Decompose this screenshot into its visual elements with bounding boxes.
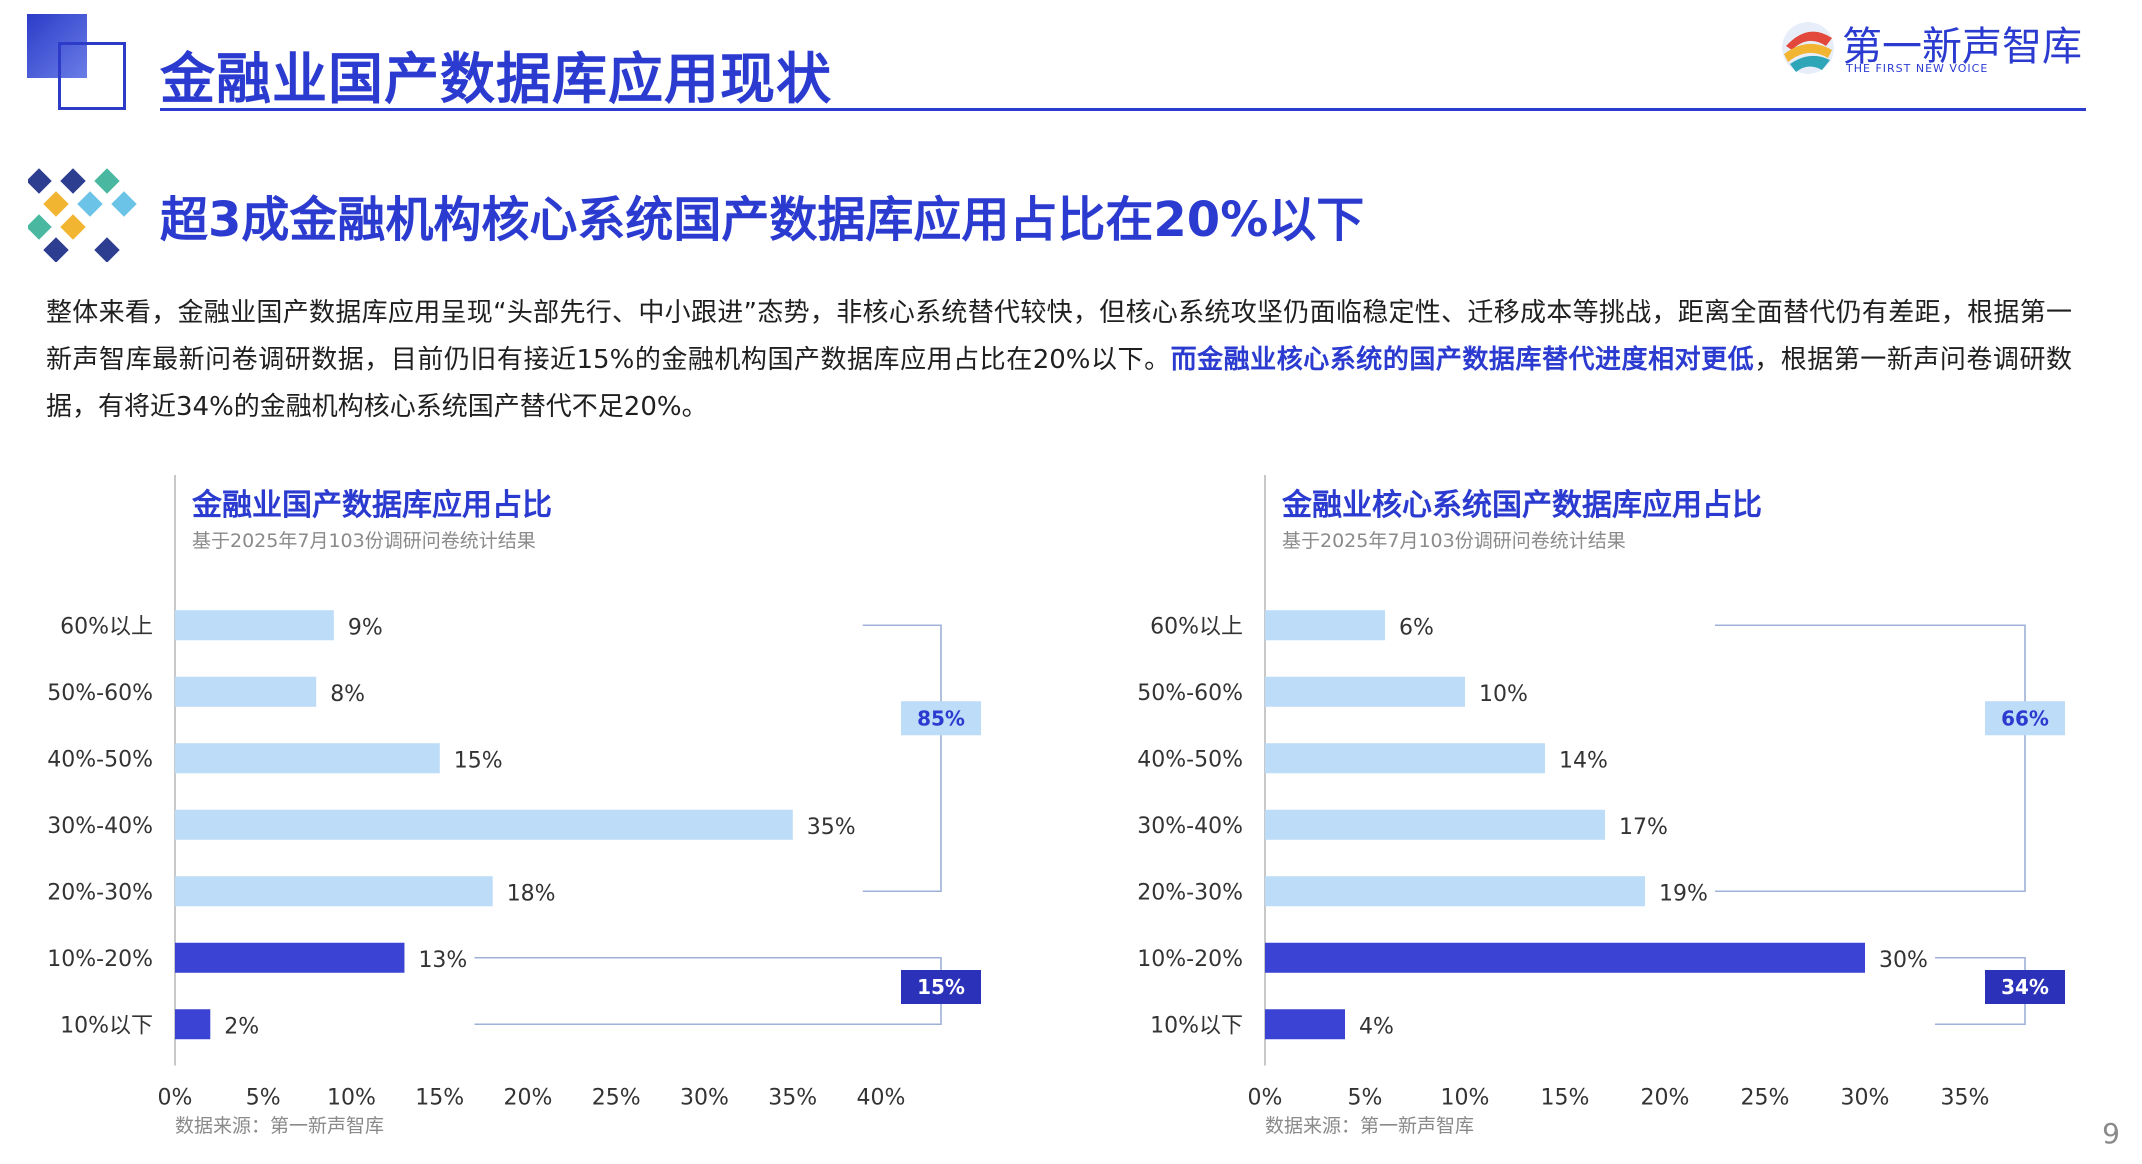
chart-0-value-label: 13% <box>418 948 467 973</box>
chart-1-tick-label: 25% <box>1741 1086 1790 1111</box>
chart-1-value-label: 4% <box>1359 1014 1394 1039</box>
summary-text-end: ，根据第一新声问卷调研数据，有将近34%的金融机构核心系统国产替代不足20%。 <box>46 345 2072 422</box>
page-number: 9 <box>2102 1117 2120 1150</box>
chart-0-value-label: 8% <box>330 682 365 707</box>
chart-1-category-label: 40%-50% <box>1137 747 1243 772</box>
title-underline <box>160 108 2086 111</box>
chart-1-tick-label: 0% <box>1248 1086 1283 1111</box>
chart-1-tick-label: 35% <box>1941 1086 1990 1111</box>
chart-1-value-label: 10% <box>1479 682 1528 707</box>
chart-0-category-label: 40%-50% <box>47 747 153 772</box>
chart-0-tick-label: 40% <box>857 1086 906 1111</box>
brand-name: 第一新声智库 <box>1842 24 2082 70</box>
chart-0-group-total-box <box>901 701 981 736</box>
chart-1-bar <box>1265 876 1645 907</box>
chart-0-bar <box>175 676 317 707</box>
chart-0-value-label: 18% <box>507 881 556 906</box>
chart-1-bar <box>1265 942 1865 973</box>
chart-0-bar <box>175 942 405 973</box>
chart-1-bar <box>1265 1009 1345 1040</box>
chart-0-bar <box>175 610 334 641</box>
chart-0-bar <box>175 743 440 774</box>
chart-0-group-total-label: 15% <box>917 975 965 999</box>
chart-0-bar <box>175 876 493 907</box>
brand-logo-icon <box>1782 22 1834 74</box>
chart-0-tick-label: 5% <box>246 1086 281 1111</box>
chart-1-category-label: 20%-30% <box>1137 880 1243 905</box>
chart-0-group-total-box <box>901 970 981 1004</box>
chart-0-tick-label: 10% <box>327 1086 376 1111</box>
chart-0-tick-label: 25% <box>592 1086 641 1111</box>
chart-1-bar <box>1265 610 1385 641</box>
chart-1-group-total-label: 66% <box>2001 706 2049 730</box>
summary-paragraph: 整体来看，金融业国产数据库应用呈现“头部先行、中小跟进”态势，非核心系统替代较快… <box>46 290 2072 431</box>
chart-1-tick-label: 5% <box>1348 1086 1383 1111</box>
chart-0-group-bracket <box>862 624 942 893</box>
chart-1-bar <box>1265 743 1545 774</box>
chart-0-bar <box>175 1009 211 1040</box>
section-subtitle: 超3成金融机构核心系统国产数据库应用占比在20%以下 <box>160 192 1365 248</box>
chart-1-category-label: 30%-40% <box>1137 814 1243 839</box>
chart-1-value-label: 19% <box>1659 881 1708 906</box>
title-decoration-frame <box>58 42 126 110</box>
chart-1-category-label: 50%-60% <box>1137 681 1243 706</box>
chart-0-group-bracket <box>474 956 942 1026</box>
chart-1-bar <box>1265 676 1465 707</box>
summary-text: 整体来看，金融业国产数据库应用呈现“头部先行、中小跟进”态势，非核心系统替代较快… <box>46 298 2072 375</box>
chart-0-category-label: 10%-20% <box>47 947 153 972</box>
chart-0-category-label: 50%-60% <box>47 681 153 706</box>
chart-1-tick-label: 20% <box>1641 1086 1690 1111</box>
chart-1-group-total-box <box>1985 970 2065 1004</box>
chart-1-tick-label: 30% <box>1841 1086 1890 1111</box>
chart-1-value-label: 17% <box>1619 815 1668 840</box>
chart-1-tick-label: 15% <box>1541 1086 1590 1111</box>
title-decoration-block <box>27 14 87 78</box>
chart-1-bar <box>1265 809 1605 840</box>
chart-1-group-total-box <box>1985 701 2065 736</box>
chart-1-value-label: 6% <box>1399 615 1434 640</box>
summary-highlight: 而金融业核心系统的国产数据库替代进度相对更低 <box>1170 345 1755 375</box>
brand-tagline: THE FIRST NEW VOICE <box>1846 62 1989 75</box>
chart-0-value-label: 2% <box>224 1014 259 1039</box>
chart-0-group-total-label: 85% <box>917 706 965 730</box>
chart-0-tick-label: 0% <box>158 1086 193 1111</box>
chart-1-category-label: 10%以下 <box>1150 1013 1243 1038</box>
chart-0-category-label: 30%-40% <box>47 814 153 839</box>
page-title: 金融业国产数据库应用现状 <box>160 47 833 111</box>
chart-1-category-label: 10%-20% <box>1137 947 1243 972</box>
chart-0-title: 金融业国产数据库应用占比 <box>191 488 552 523</box>
chart-1-group-bracket <box>1715 624 2026 893</box>
chart-0-tick-label: 30% <box>680 1086 729 1111</box>
chart-0-value-label: 15% <box>454 748 503 773</box>
chart-0-tick-label: 20% <box>504 1086 553 1111</box>
chart-1-note: 基于2025年7月103份调研问卷统计结果 <box>1282 530 1626 552</box>
chart-1-group-total-label: 34% <box>2001 975 2049 999</box>
chart-1-source: 数据来源：第一新声智库 <box>1265 1115 1474 1137</box>
chart-0-source: 数据来源：第一新声智库 <box>175 1115 384 1137</box>
chart-1-category-label: 60%以上 <box>1150 614 1243 639</box>
chart-0-category-label: 20%-30% <box>47 880 153 905</box>
chart-0-category-label: 60%以上 <box>60 614 153 639</box>
chart-0-tick-label: 15% <box>415 1086 464 1111</box>
chart-0-value-label: 35% <box>807 815 856 840</box>
chart-0-note: 基于2025年7月103份调研问卷统计结果 <box>192 530 536 552</box>
chart-1-tick-label: 10% <box>1441 1086 1490 1111</box>
chart-1-title: 金融业核心系统国产数据库应用占比 <box>1281 488 1762 523</box>
chart-0-category-label: 10%以下 <box>60 1013 153 1038</box>
chart-1-value-label: 30% <box>1879 948 1928 973</box>
chart-0-tick-label: 35% <box>768 1086 817 1111</box>
chart-0-value-label: 9% <box>348 615 383 640</box>
chart-1-value-label: 14% <box>1559 748 1608 773</box>
diamond-pattern-icon <box>28 168 137 262</box>
chart-0-bar <box>175 809 793 840</box>
